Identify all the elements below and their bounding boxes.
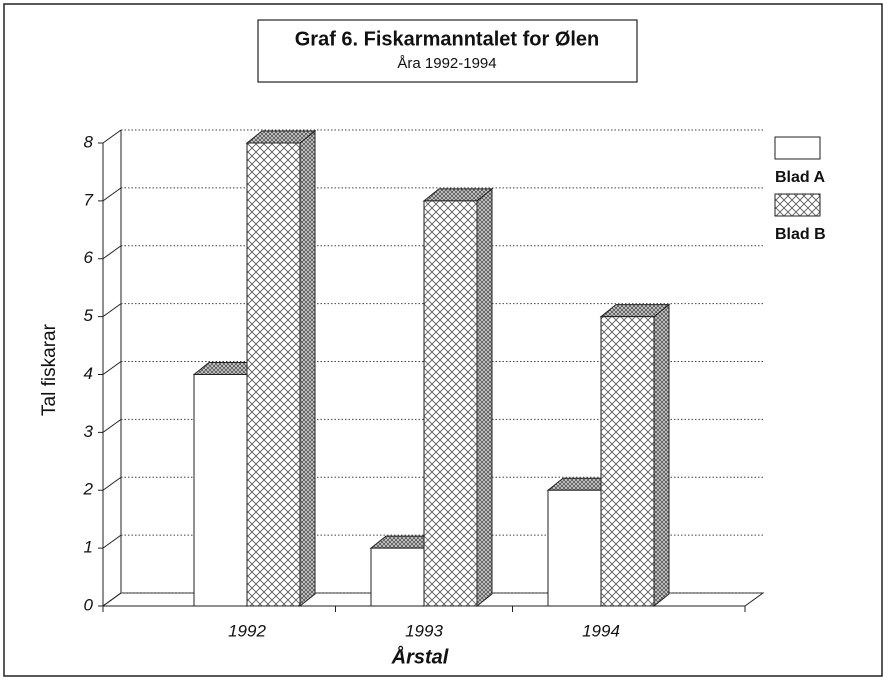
- x-tick-label: 1992: [228, 621, 266, 640]
- y-tick-depth: [102, 476, 122, 491]
- x-axis-label: Årstal: [391, 644, 449, 668]
- chart-subtitle: Åra 1992-1994: [397, 55, 496, 72]
- y-tick-label: 0: [84, 595, 94, 614]
- legend-label: Blad B: [775, 226, 826, 243]
- legend-label: Blad A: [775, 169, 826, 186]
- x-tick-label: 1994: [582, 621, 620, 640]
- y-tick-depth: [102, 187, 122, 202]
- y-tick-label: 4: [84, 364, 93, 383]
- bar: [422, 187, 494, 608]
- legend-swatch: [774, 136, 821, 160]
- y-tick-depth: [102, 129, 122, 144]
- y-tick-depth: [102, 361, 122, 375]
- y-tick-depth: [102, 592, 122, 607]
- bar-front: [193, 374, 248, 607]
- title-box: [257, 19, 638, 83]
- bar-front: [547, 489, 602, 607]
- y-tick-label: 1: [84, 538, 93, 557]
- frame: [3, 3, 883, 677]
- bar: [599, 303, 671, 608]
- y-tick-depth: [102, 245, 122, 260]
- y-axis-label: Tal fiskarar: [39, 323, 60, 416]
- y-tick-depth: [102, 303, 122, 318]
- bar: [245, 129, 317, 608]
- y-tick-label: 8: [84, 132, 94, 151]
- y-tick-label: 2: [83, 480, 94, 499]
- bar-front: [246, 142, 301, 607]
- bar-front: [600, 316, 655, 607]
- legend-swatch: [774, 193, 821, 217]
- y-tick-label: 3: [84, 422, 94, 441]
- y-tick-label: 7: [84, 190, 94, 209]
- x-tick-label: 1993: [405, 621, 443, 640]
- y-tick-label: 5: [84, 306, 94, 325]
- y-tick-label: 6: [84, 248, 94, 267]
- y-tick-depth: [102, 418, 122, 433]
- bar-front: [370, 547, 425, 607]
- bar-front: [423, 200, 478, 607]
- chart-title: Graf 6. Fiskarmanntalet for Ølen: [295, 28, 600, 50]
- y-tick-depth: [102, 534, 122, 549]
- bar-side: [476, 187, 493, 608]
- bar-side: [299, 129, 316, 608]
- bar-side: [653, 303, 670, 608]
